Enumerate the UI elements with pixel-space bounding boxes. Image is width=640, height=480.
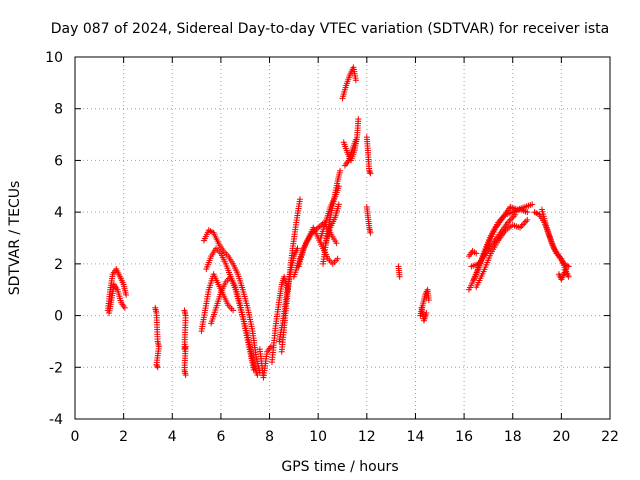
data-point: [154, 364, 161, 371]
x-tick-label: 2: [119, 429, 128, 445]
data-point: [333, 240, 340, 247]
y-tick-label: 0: [54, 309, 63, 325]
data-point: [334, 255, 341, 262]
x-tick-label: 4: [168, 429, 177, 445]
data-point: [121, 304, 128, 311]
y-tick-labels: -4 -2 0 2 4 6 8 10: [45, 50, 63, 428]
plot-frame: [74, 56, 611, 420]
y-tick-label: 2: [54, 257, 63, 273]
x-tick-label: 20: [552, 429, 570, 445]
data-point: [425, 297, 432, 304]
data-point: [423, 309, 430, 316]
y-tick-label: -4: [49, 412, 63, 428]
data-point: [355, 116, 362, 123]
y-axis-title: SDTVAR / TECUs: [7, 181, 23, 296]
data-point: [524, 216, 531, 223]
data-point: [153, 361, 160, 368]
x-tick-label: 16: [455, 429, 473, 445]
data-point: [524, 209, 531, 216]
data-point: [367, 229, 374, 236]
y-tick-label: -2: [49, 360, 63, 376]
y-tick-label: 6: [54, 153, 63, 169]
x-tick-label: 10: [309, 429, 327, 445]
data-point: [335, 201, 342, 208]
x-tick-label: 12: [358, 429, 376, 445]
x-axis-title: GPS time / hours: [281, 459, 398, 475]
data-point: [563, 266, 570, 273]
data-point: [337, 167, 344, 174]
x-tick-label: 14: [407, 429, 425, 445]
chart-title: Day 087 of 2024, Sidereal Day-to-day VTE…: [51, 21, 609, 37]
data-point: [250, 366, 257, 373]
data-point: [267, 343, 274, 350]
x-tick-label: 0: [71, 429, 80, 445]
data-point: [296, 196, 303, 203]
data-point: [366, 169, 373, 176]
data-point: [123, 291, 130, 298]
data-point: [396, 273, 403, 280]
y-tick-label: 8: [54, 102, 63, 118]
x-tick-label: 8: [265, 429, 274, 445]
x-tick-label: 18: [504, 429, 522, 445]
data-point: [230, 307, 237, 314]
data-point: [352, 77, 359, 84]
data-point: [367, 170, 374, 177]
x-tick-label: 6: [216, 429, 225, 445]
y-tick-label: 4: [54, 205, 63, 221]
data-point: [512, 211, 519, 218]
data-point: [254, 372, 261, 379]
data-point: [529, 201, 536, 208]
data-point: [335, 183, 342, 190]
data-point: [473, 250, 480, 257]
data-point: [366, 167, 373, 174]
data-point: [154, 362, 161, 369]
data-point: [565, 273, 572, 280]
data-point: [182, 372, 189, 379]
data-point: [352, 136, 359, 143]
x-tick-labels: 0 2 4 6 8 10 12 14 16 18 20 22: [71, 429, 619, 445]
x-tick-label: 22: [601, 429, 619, 445]
y-tick-label: 10: [45, 50, 63, 66]
data-points: [104, 64, 572, 381]
